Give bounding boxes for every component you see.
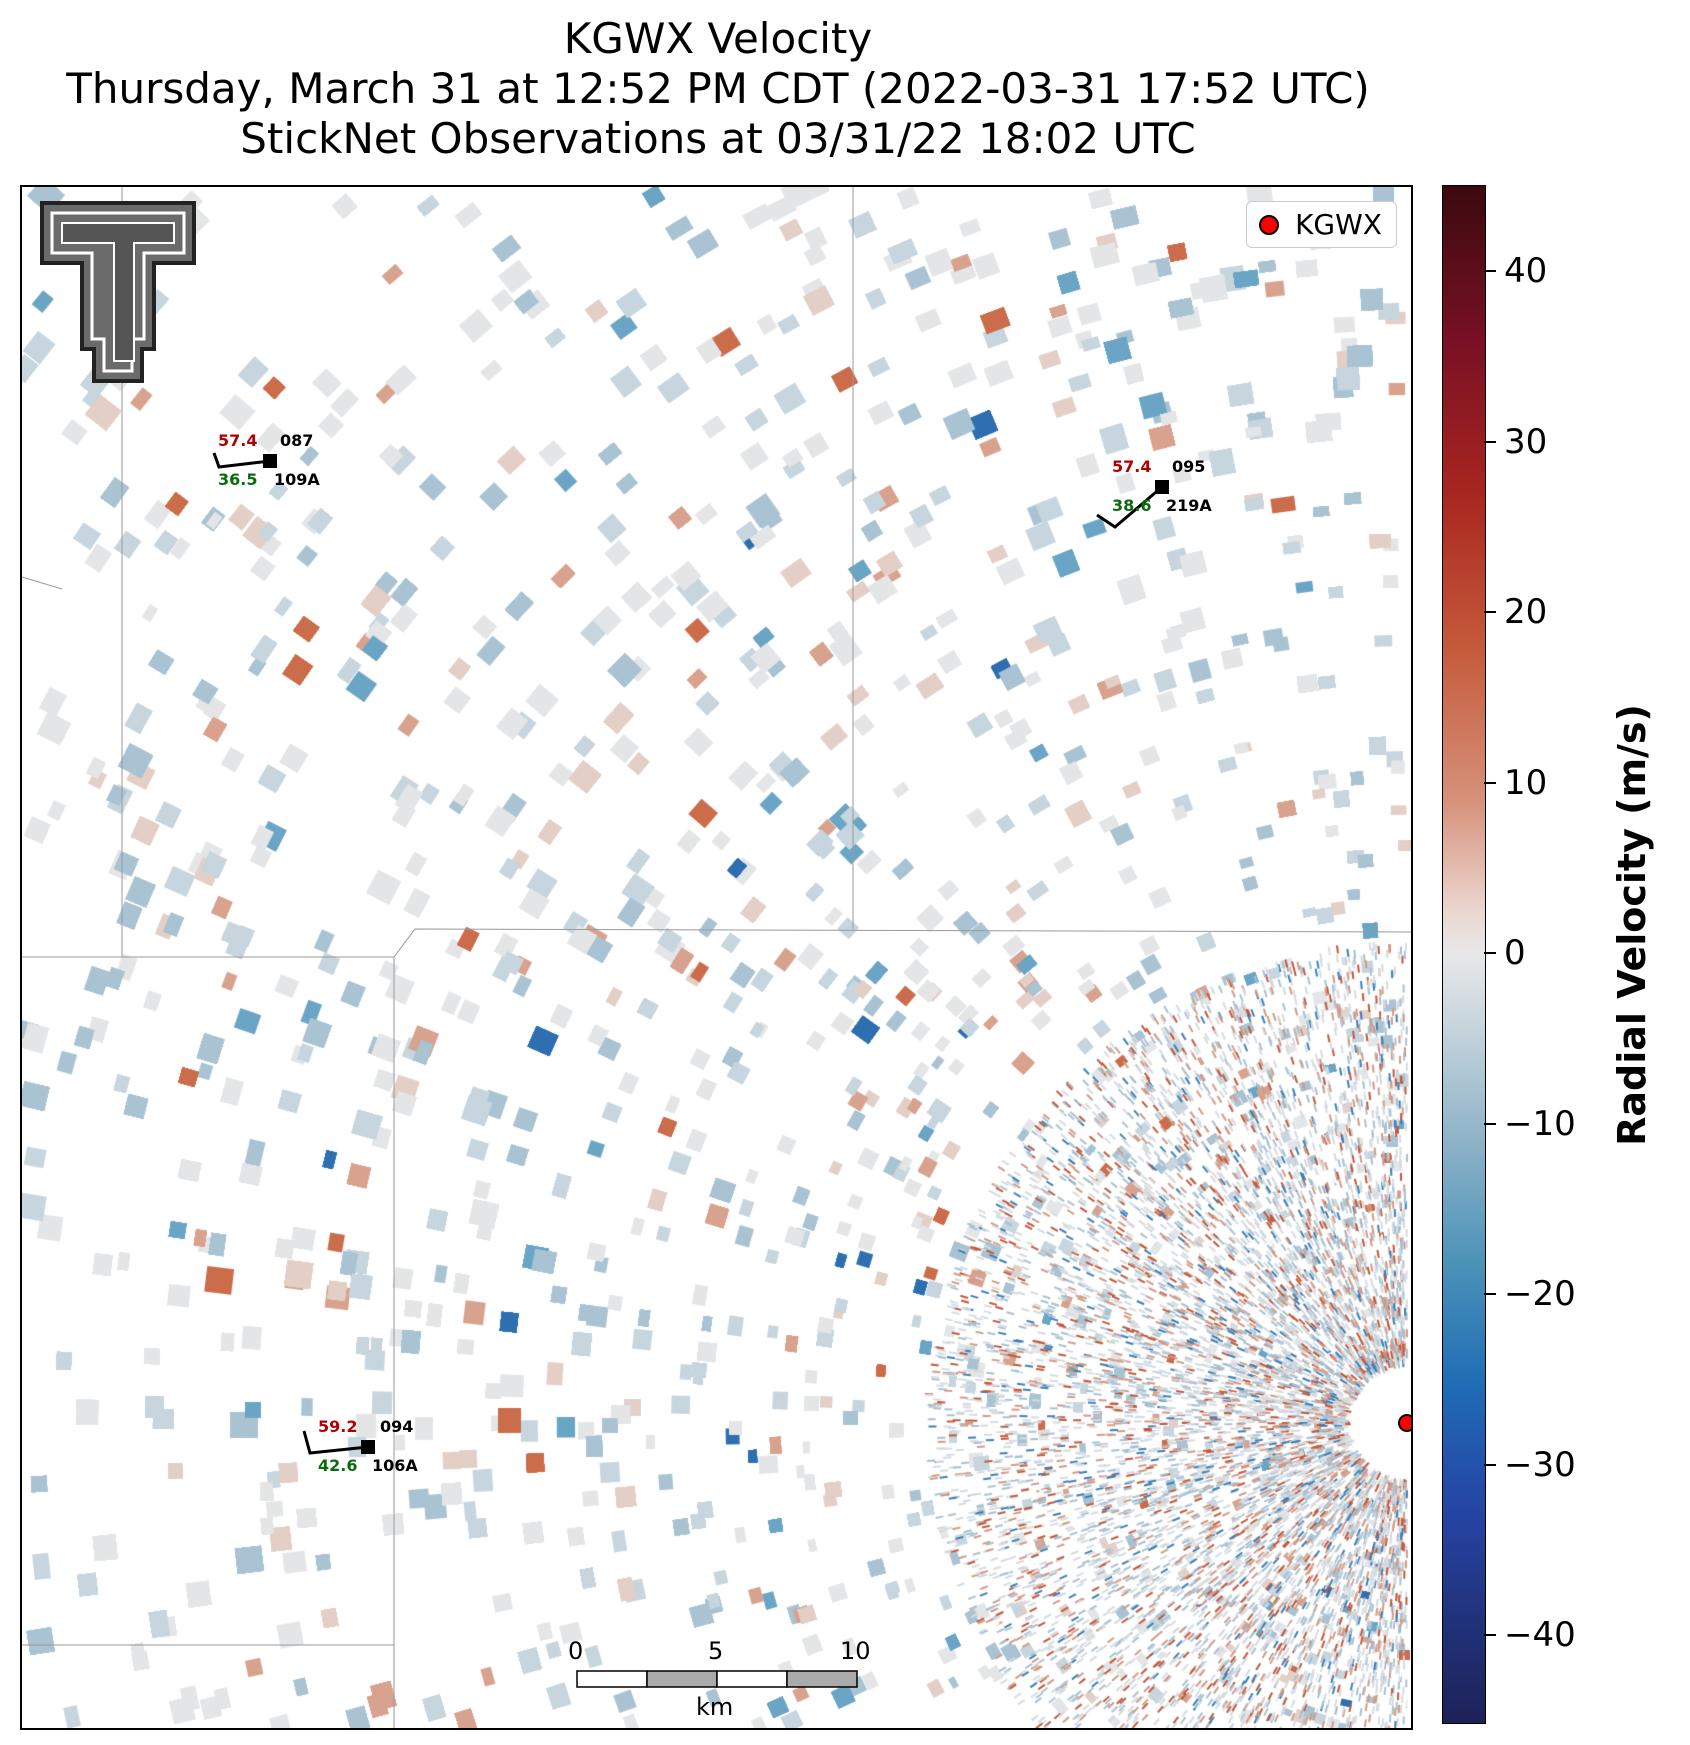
colorbar-tick-label: 10 (1504, 762, 1548, 803)
wind-barb-106A (302, 1430, 369, 1455)
colorbar-tick-mark (1484, 1293, 1496, 1295)
station-219A-id: 219A (1166, 496, 1212, 515)
scale-tick-5: 5 (708, 1637, 724, 1665)
station-109A-temperature: 57.4 (218, 431, 258, 450)
radar-cone-of-silence (1367, 1373, 1411, 1473)
scale-unit: km (696, 1693, 734, 1721)
texas-tech-double-t-logo (40, 201, 196, 383)
station-markers (263, 454, 1169, 1454)
map-overlay (22, 187, 1411, 1728)
colorbar-tick-label: −20 (1504, 1274, 1576, 1314)
station-marker-219A (1155, 480, 1169, 494)
velocity-colorbar (1442, 185, 1486, 1724)
station-109A-id: 109A (274, 470, 320, 489)
radar-site-marker (1398, 1414, 1411, 1432)
chart-title: KGWX Velocity (563, 14, 873, 63)
colorbar-tick-label: −30 (1504, 1444, 1576, 1485)
station-109A-direction: 087 (280, 431, 314, 450)
colorbar-tick-label: 0 (1504, 933, 1526, 973)
station-219A-dewpoint: 38.6 (1112, 496, 1152, 515)
chart-subtitle-time: Thursday, March 31 at 12:52 PM CDT (2022… (66, 64, 1370, 113)
station-106A-temperature: 59.2 (318, 1417, 358, 1436)
colorbar-tick-mark (1484, 952, 1496, 954)
wind-barb-109A (212, 452, 271, 469)
wind-barb-219A (1096, 485, 1163, 529)
colorbar-tick-label: 30 (1504, 421, 1548, 462)
colorbar-title: Radial Velocity (m/s) (1610, 704, 1654, 1146)
colorbar-tick-mark (1484, 440, 1496, 443)
colorbar-tick-label: 40 (1504, 251, 1548, 291)
colorbar-tick-mark (1484, 781, 1496, 784)
colorbar-tick-mark (1484, 611, 1496, 613)
radar-map[interactable]: KGWX 57.4 087 36.5 109A 57.4 095 38.6 21… (20, 185, 1413, 1730)
station-109A-dewpoint: 36.5 (218, 470, 258, 489)
scale-tick-0: 0 (568, 1637, 584, 1665)
station-219A-direction: 095 (1172, 457, 1206, 476)
radar-site-legend-marker (1259, 214, 1280, 235)
station-219A-temperature: 57.4 (1112, 457, 1152, 476)
station-106A-dewpoint: 42.6 (318, 1456, 358, 1475)
colorbar-tick-label: −40 (1504, 1615, 1576, 1655)
colorbar-tick-mark (1484, 1463, 1496, 1466)
county-boundaries (22, 187, 1411, 1728)
station-106A-direction: 094 (380, 1417, 414, 1436)
map-legend: KGWX (1246, 201, 1397, 248)
colorbar-tick-label: 20 (1504, 592, 1548, 632)
wind-barbs (212, 452, 1163, 1455)
chart-subtitle-obs: StickNet Observations at 03/31/22 18:02 … (240, 114, 1196, 163)
colorbar-tick-mark (1484, 1634, 1496, 1636)
colorbar-tick-label: −10 (1504, 1103, 1576, 1144)
colorbar-tick-mark (1484, 270, 1496, 272)
scale-bar (576, 1670, 858, 1688)
station-marker-106A (361, 1440, 375, 1454)
scale-tick-10: 10 (840, 1637, 871, 1665)
legend-label: KGWX (1295, 208, 1382, 241)
colorbar-tick-mark (1484, 1122, 1496, 1125)
station-marker-109A (263, 454, 277, 468)
station-106A-id: 106A (372, 1456, 418, 1475)
